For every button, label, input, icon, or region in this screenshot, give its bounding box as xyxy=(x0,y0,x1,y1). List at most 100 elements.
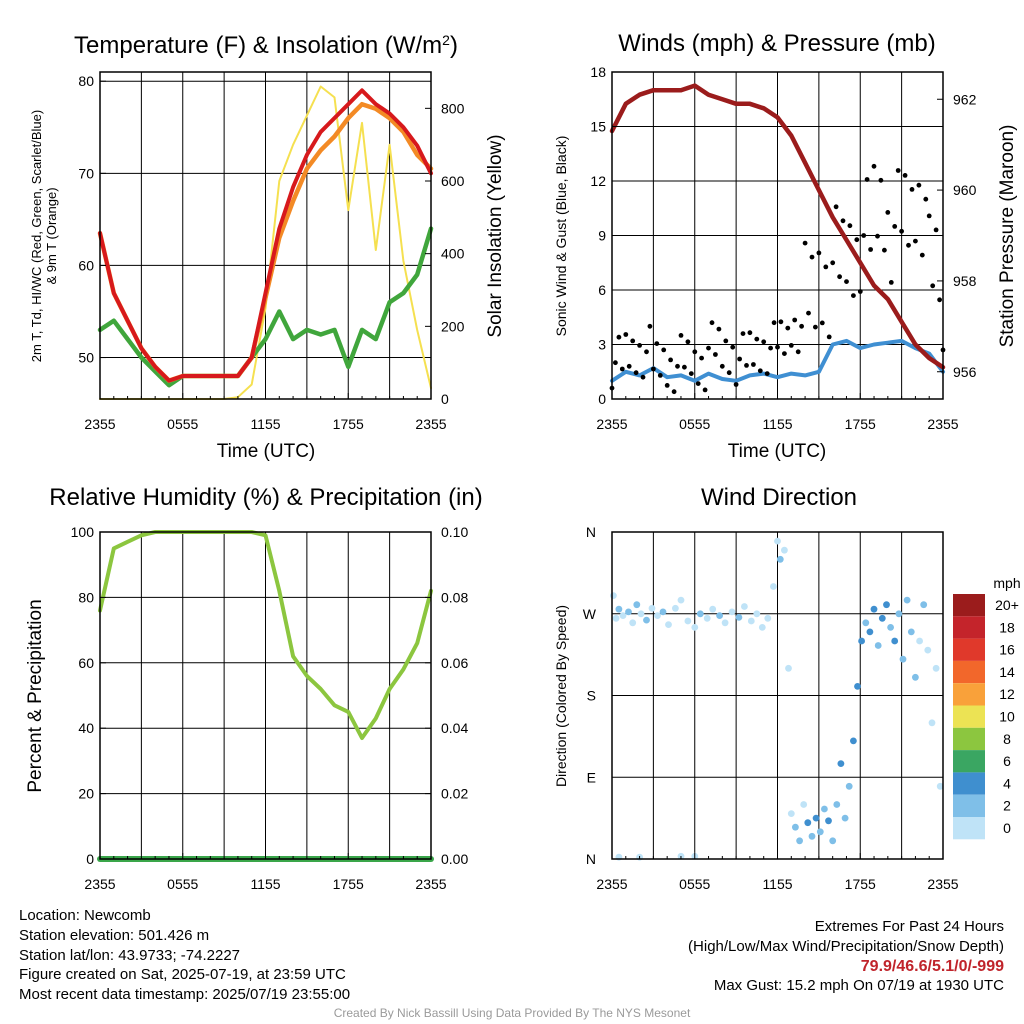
direction-point xyxy=(721,619,729,627)
gust-point xyxy=(809,254,815,260)
pressure-ylabel: Station Pressure (Maroon) xyxy=(997,125,1018,348)
gust-point xyxy=(751,362,756,367)
right-y-tick-label: 956 xyxy=(953,364,977,380)
colorbar-label: 10 xyxy=(999,709,1015,725)
direction-point xyxy=(932,664,940,672)
colorbar-title: mph xyxy=(993,575,1020,591)
extremes-info: Extremes For Past 24 Hours (High/Low/Max… xyxy=(688,917,1004,996)
colorbar-label: 18 xyxy=(999,619,1015,635)
sonic-wind-line xyxy=(610,338,945,383)
direction-panel: Wind Direction Direction (Colored By Spe… xyxy=(553,484,1021,892)
created-text: Figure created on Sat, 2025-07-19, at 23… xyxy=(19,966,346,984)
temp-2m-line xyxy=(98,88,433,383)
winds-ticks: 2355 0555 1155 1755 2355 0 3 6 9 12 15 18 956 958 960 9… xyxy=(590,64,976,432)
left-y-tick-label: 0 xyxy=(598,391,606,407)
right-y-tick-label: 0.02 xyxy=(441,786,468,802)
direction-point xyxy=(758,624,766,631)
x-tick-label: 1755 xyxy=(333,416,364,432)
direction-point xyxy=(903,596,911,604)
gust-point xyxy=(757,368,763,374)
gust-point xyxy=(685,339,691,345)
gust-point xyxy=(616,334,622,340)
direction-point xyxy=(800,801,808,808)
left-y-tick-label: 0 xyxy=(86,851,94,867)
pressure-line xyxy=(609,83,946,370)
temperature-grid xyxy=(100,72,431,399)
gust-point xyxy=(733,382,739,387)
gust-point xyxy=(857,289,863,294)
x-tick-label: 1155 xyxy=(762,876,792,892)
gust-point xyxy=(747,330,753,336)
gust-point xyxy=(719,363,725,369)
gust-point xyxy=(613,360,618,366)
left-y-tick-label: 12 xyxy=(590,173,606,189)
direction-point xyxy=(615,605,623,613)
x-tick-label: 2355 xyxy=(927,416,958,432)
direction-point xyxy=(821,805,828,813)
winds-grid xyxy=(612,71,943,400)
direction-point xyxy=(696,610,704,618)
direction-point xyxy=(770,583,777,590)
gust-point xyxy=(654,341,660,346)
direction-point xyxy=(703,614,711,622)
winds-xlabel: Time (UTC) xyxy=(728,441,827,462)
right-y-tick-label: 0.06 xyxy=(441,655,468,671)
gust-point xyxy=(778,319,784,325)
gust-point xyxy=(637,343,642,348)
direction-point xyxy=(808,832,816,840)
colorbar-swatch xyxy=(953,638,985,661)
gust-point xyxy=(840,218,846,224)
gust-point xyxy=(882,247,887,253)
direction-point xyxy=(792,823,799,831)
direction-title: Wind Direction xyxy=(701,484,857,511)
extremes-title: Extremes For Past 24 Hours xyxy=(814,918,1004,935)
colorbar-label: 6 xyxy=(1003,753,1011,769)
direction-tick-label: S xyxy=(587,688,596,704)
location-text: Location: Newcomb xyxy=(19,907,151,924)
right-y-tick-label: 960 xyxy=(953,182,977,198)
gust-point xyxy=(771,320,777,326)
gust-point xyxy=(633,370,639,376)
gust-point xyxy=(775,344,780,350)
left-y-tick-label: 40 xyxy=(78,720,94,736)
colorbar-label: 0 xyxy=(1003,820,1011,836)
direction-point xyxy=(665,621,672,628)
direction-point xyxy=(747,617,755,625)
gust-point xyxy=(926,213,932,219)
gust-point xyxy=(626,363,632,369)
x-tick-label: 0555 xyxy=(167,416,198,432)
direction-point xyxy=(928,719,936,727)
direction-point xyxy=(845,782,853,790)
humidity-ylabel: Percent & Precipitation xyxy=(25,599,46,792)
direction-point xyxy=(648,604,656,612)
gust-point xyxy=(909,187,915,192)
direction-point xyxy=(612,614,620,622)
gust-point xyxy=(619,366,625,372)
gust-point xyxy=(906,242,911,248)
temperature-ticks: 2355 0555 1155 1755 235550607080020040060080… xyxy=(78,73,464,432)
credit-text: Created By Nick Bassill Using Data Provi… xyxy=(333,1006,691,1020)
direction-tick-label: E xyxy=(587,769,596,785)
right-y-tick-label: 0.00 xyxy=(441,851,468,867)
left-y-tick-label: 50 xyxy=(78,350,94,366)
gust-point xyxy=(806,310,811,316)
direction-point xyxy=(716,612,723,619)
right-y-tick-label: 600 xyxy=(441,173,465,189)
x-tick-label: 2355 xyxy=(596,876,627,892)
gust-point xyxy=(661,347,667,353)
temperature-panel: Temperature (F) & Insolation (W/m2) Time… xyxy=(29,32,506,462)
colorbar-label: 4 xyxy=(1003,775,1011,791)
gust-point xyxy=(885,210,891,215)
gust-point xyxy=(799,323,804,329)
gust-point xyxy=(730,344,736,350)
left-y-tick-label: 6 xyxy=(598,282,606,298)
gust-point xyxy=(864,177,870,182)
direction-point xyxy=(862,619,870,627)
direction-point xyxy=(643,616,650,624)
left-y-tick-label: 80 xyxy=(78,73,94,89)
gust-point xyxy=(675,363,680,369)
x-tick-label: 1155 xyxy=(250,876,280,892)
gust-point xyxy=(782,351,787,356)
gust-point xyxy=(644,349,649,355)
gust-point xyxy=(744,363,749,368)
